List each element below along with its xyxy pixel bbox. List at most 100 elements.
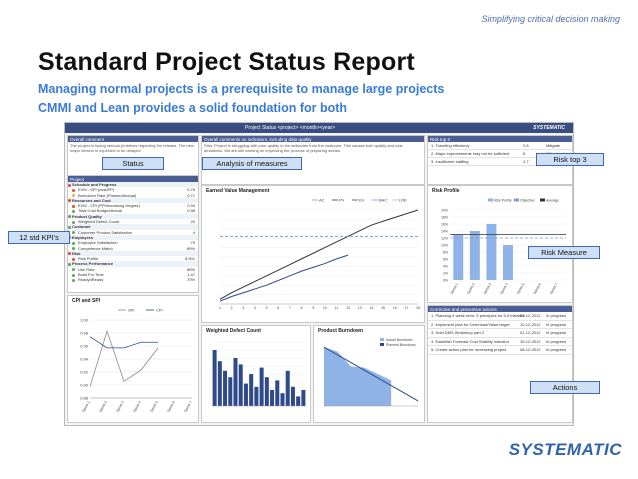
risk-profile-title: Risk Profile bbox=[432, 188, 460, 194]
risk-top-panel: Risk top 3 1. Traveling efficiency 2.8 Mit… bbox=[427, 135, 573, 185]
kpi-group-row: Customer bbox=[68, 224, 198, 230]
action-row: 3. Hold DMS Workshop part 2 01-12-2012 In … bbox=[428, 329, 572, 338]
status-dot-icon bbox=[68, 225, 71, 229]
risk-bar bbox=[469, 231, 480, 280]
x-tick-label: Sprint 4 bbox=[499, 282, 509, 294]
kpi-value: 89% bbox=[186, 245, 195, 251]
dashboard-screenshot: Project Status <project> <month><year> S… bbox=[64, 122, 574, 426]
legend-swatch bbox=[488, 198, 493, 202]
brand-logo: SYSTEMATIC bbox=[508, 440, 622, 459]
defect-bar bbox=[228, 377, 233, 406]
x-tick-label: Sprint 3 bbox=[483, 282, 493, 294]
measures-comment-text: Plan: Project is struggling with poor qu… bbox=[204, 143, 403, 153]
defect-bar bbox=[285, 370, 290, 406]
status-dot-icon bbox=[72, 247, 75, 251]
actions-panel: Corrective and preventive actions 1. Pla… bbox=[427, 305, 573, 423]
legend-label: BAC bbox=[379, 198, 387, 203]
action-date: 01-12-2012 bbox=[520, 313, 541, 318]
status-dot-icon bbox=[72, 273, 75, 277]
cpi-spi-title: CPI and SPI bbox=[72, 298, 101, 304]
kpi-value: 1.47 bbox=[187, 272, 195, 278]
defect-chart bbox=[212, 341, 306, 407]
y-tick-label: 12% bbox=[441, 237, 448, 241]
action-row: 2. Implement plan for Overhead/Value tar… bbox=[428, 321, 572, 329]
x-tick-label: 10 bbox=[323, 306, 327, 310]
action-date: 15-12-2012 bbox=[520, 338, 541, 344]
action-date: 08-12-2012 bbox=[520, 347, 541, 352]
x-tick-label: Sprint 7 bbox=[183, 400, 193, 412]
kpi-label: Employees bbox=[72, 234, 94, 240]
callout-risk-measure: Risk Measure bbox=[528, 246, 600, 259]
y-tick-label: 6% bbox=[443, 258, 448, 262]
kpi-header: Project bbox=[68, 176, 198, 182]
x-tick-label: 17 bbox=[404, 306, 408, 310]
kpi-group-row: Resources and Cost bbox=[68, 197, 198, 204]
action-label: 5. Create action plan for increasing pro… bbox=[431, 347, 507, 352]
y-tick-label: 4% bbox=[443, 265, 448, 269]
action-label: 2. Implement plan for Overhead/Value tar… bbox=[431, 321, 510, 327]
x-tick-label: 4 bbox=[254, 306, 256, 310]
y-tick-label: 0% bbox=[443, 279, 448, 283]
dashboard-header-title: Project Status <project> <month><year> bbox=[245, 125, 336, 131]
defect-chart-panel: Weighted Defect Count bbox=[201, 325, 311, 423]
status-dot-icon bbox=[72, 241, 75, 245]
status-dot-icon bbox=[68, 262, 71, 266]
risk-row: 1. Traveling efficiency 2.8 Mitigate bbox=[428, 142, 572, 150]
x-tick-label: 2 bbox=[231, 306, 233, 310]
kpi-row: Ready4Ready 70% bbox=[68, 277, 198, 282]
risk-bar bbox=[453, 234, 464, 280]
x-tick-label: Sprint 3 bbox=[115, 400, 125, 412]
defect-bar bbox=[217, 361, 222, 406]
callout-kpis: 12 std KPI's bbox=[8, 231, 70, 244]
kpi-value: 4 bbox=[192, 229, 195, 235]
x-tick-label: 14 bbox=[369, 306, 373, 310]
y-tick-label: 20% bbox=[441, 209, 448, 213]
callout-actions: Actions bbox=[530, 381, 600, 394]
risk-profile-chart: 20% 18% 16% 14% 12% 10% 8% 6% 4% 2% 0%Sprint 1 Spri… bbox=[441, 198, 566, 295]
kpi-row: EVM - SPI (cost/PP) 0.76 bbox=[68, 187, 198, 192]
status-dot-icon bbox=[72, 268, 75, 272]
legend-swatch bbox=[540, 198, 545, 202]
tagline: Simplifying critical decision making bbox=[481, 14, 620, 24]
action-label: 1. Planning 4 week retro: 5 principles f… bbox=[431, 313, 525, 318]
status-dot-icon bbox=[68, 252, 71, 256]
slide-title: Standard Project Status Report bbox=[38, 48, 415, 76]
defect-bar bbox=[264, 377, 269, 406]
legend-label: SPI bbox=[128, 308, 134, 313]
y-tick-label: 1.00 bbox=[80, 318, 89, 323]
callout-analysis: Analysis of measures bbox=[202, 157, 302, 170]
risk-value: 2.7 bbox=[523, 159, 529, 164]
y-tick-label: 2% bbox=[443, 272, 448, 276]
kpi-row: Use Rate 85% bbox=[68, 267, 198, 272]
defect-bar bbox=[254, 386, 259, 406]
y-tick-label: 0.96 bbox=[80, 344, 89, 349]
y-tick-label: 0.98 bbox=[80, 331, 89, 336]
kpi-label: Risk bbox=[72, 250, 81, 256]
kpi-label: Burndown Rate (Planned/Actual) bbox=[78, 192, 137, 198]
defect-title: Weighted Defect Count bbox=[206, 328, 261, 334]
legend-label: LRE bbox=[399, 198, 407, 203]
kpi-label: Product Quality bbox=[72, 213, 102, 219]
kpi-value: 0.71 bbox=[187, 192, 195, 198]
x-tick-label: Sprint 6 bbox=[166, 400, 176, 412]
kpi-row: Risk Profile 5,901 bbox=[68, 256, 198, 261]
action-status: In progress bbox=[546, 313, 567, 318]
risk-label: 1. Traveling efficiency bbox=[431, 143, 470, 148]
kpi-group-row: Product Quality bbox=[68, 213, 198, 220]
kpi-value: 79 bbox=[190, 240, 195, 246]
kpi-label: Schedule and Progress bbox=[72, 182, 117, 187]
x-tick-label: Sprint 4 bbox=[132, 400, 142, 412]
kpi-row: Customer Product Satisfaction 4 bbox=[68, 230, 198, 235]
evm-title: Earned Value Management bbox=[206, 188, 270, 194]
kpi-row: Weighted Defect Count 20 bbox=[68, 219, 198, 224]
evm-chart-panel: Earned Value Management 1 2 3 4 5 6 7 8 9 10 11 12 1… bbox=[201, 185, 425, 323]
y-tick-label: 14% bbox=[441, 230, 448, 234]
y-tick-label: 0.94 bbox=[80, 357, 89, 362]
risk-profile-panel: Risk Profile 20% 18% 16% 14% 12% 10% 8% 6% 4% 2% 0… bbox=[427, 185, 573, 303]
y-tick-label: 0.92 bbox=[80, 370, 89, 375]
action-row: 4. Establish Forecast Cost Stability ind… bbox=[428, 338, 572, 346]
defect-bar bbox=[290, 386, 295, 406]
status-dot-icon bbox=[68, 183, 71, 187]
defect-bar bbox=[249, 374, 254, 406]
